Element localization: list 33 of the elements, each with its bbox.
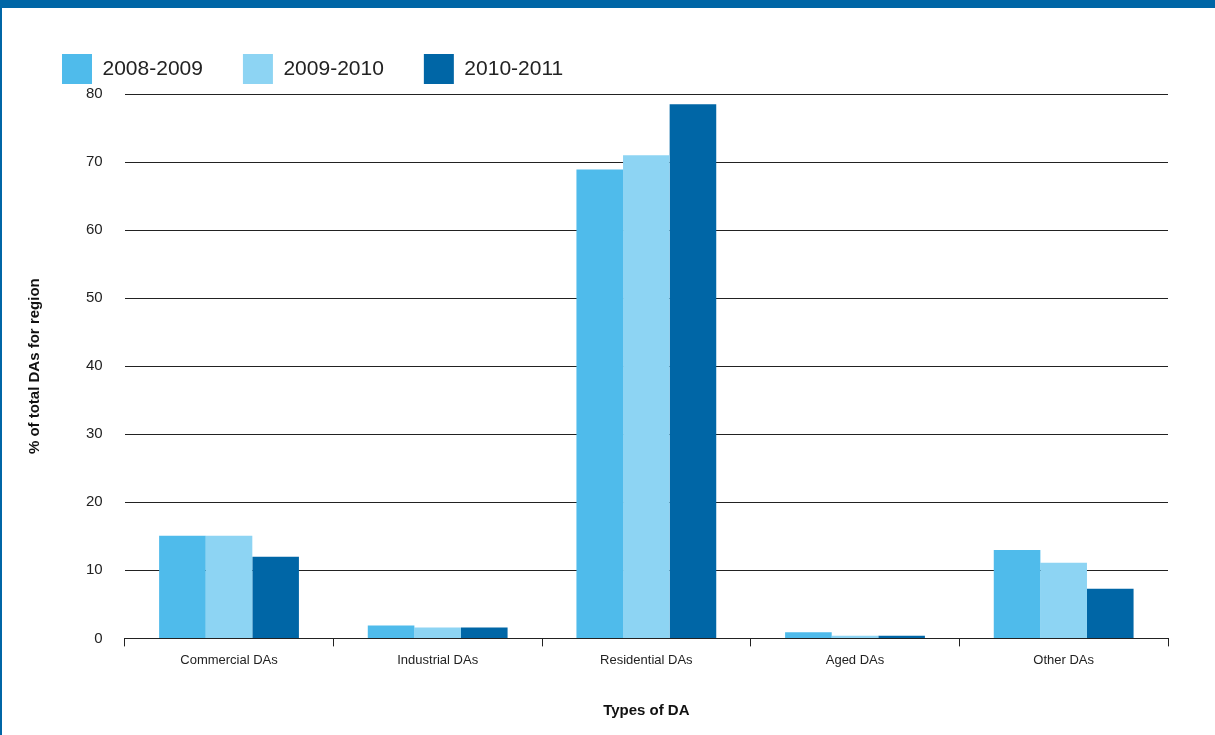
bar (623, 155, 670, 638)
x-tick-label: Other DAs (1033, 651, 1095, 667)
bar (414, 627, 461, 638)
bar (1086, 588, 1134, 638)
bar (576, 169, 624, 638)
y-tick-label: 30 (86, 424, 103, 442)
y-tick-label: 10 (86, 560, 103, 578)
x-tick-label: Residential DAs (600, 651, 694, 667)
bar (1040, 562, 1087, 638)
bar (159, 535, 206, 638)
bar (252, 556, 299, 638)
y-tick-label: 70 (86, 152, 103, 170)
x-tick-label: Industrial DAs (397, 651, 479, 667)
legend-label: 2009-2010 (283, 55, 384, 79)
y-tick-label: 60 (86, 220, 103, 238)
legend-label: 2008-2009 (102, 55, 203, 79)
legend-label: 2010-2011 (464, 55, 564, 79)
y-tick-label: 0 (94, 628, 103, 646)
bar (669, 104, 717, 638)
x-tick-label: Aged DAs (825, 651, 885, 667)
y-tick-label: 40 (86, 356, 103, 374)
bar (993, 549, 1041, 638)
y-tick-label: 20 (86, 492, 103, 510)
bar (785, 632, 832, 638)
bar (367, 625, 415, 638)
bar (878, 635, 925, 638)
x-tick-label: Commercial DAs (180, 651, 279, 667)
y-tick-label: 50 (86, 288, 103, 306)
y-axis-title: % of total DAs for region (25, 278, 43, 455)
x-axis-title: Types of DA (603, 701, 690, 719)
y-tick-label: 80 (86, 84, 103, 102)
bar (205, 535, 253, 638)
bar (460, 627, 508, 638)
